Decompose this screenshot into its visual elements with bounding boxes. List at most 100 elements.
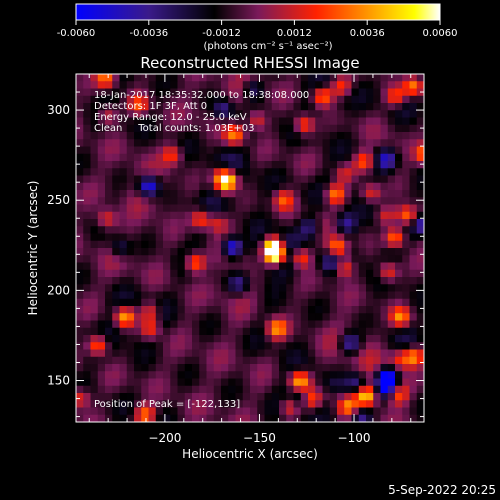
heatmap-cell: [380, 182, 389, 191]
heatmap-cell: [242, 211, 251, 220]
heatmap-cell: [358, 211, 367, 220]
heatmap-cell: [235, 414, 244, 423]
heatmap-cell: [221, 124, 229, 133]
heatmap-cell: [373, 153, 381, 162]
heatmap-cell: [228, 95, 236, 104]
heatmap-cell: [308, 277, 316, 285]
heatmap-cell: [134, 88, 142, 97]
heatmap-cell: [308, 371, 316, 379]
heatmap-cell: [177, 117, 186, 126]
heatmap-cell: [213, 74, 222, 82]
heatmap-cell: [300, 335, 309, 343]
heatmap-cell: [366, 306, 374, 314]
heatmap-cell: [409, 255, 418, 263]
heatmap-cell: [199, 175, 207, 184]
heatmap-cell: [134, 414, 142, 423]
heatmap-cell: [315, 320, 323, 329]
heatmap-cell: [83, 400, 91, 408]
heatmap-cell: [293, 364, 302, 372]
heatmap-cell: [228, 313, 236, 321]
heatmap-cell: [395, 204, 403, 213]
heatmap-cell: [257, 95, 265, 104]
heatmap-cell: [300, 88, 309, 97]
heatmap-cell: [395, 233, 403, 242]
heatmap-cell: [206, 320, 215, 329]
heatmap-cell: [380, 219, 389, 227]
heatmap-cell: [308, 219, 316, 227]
heatmap-cell: [409, 313, 418, 321]
heatmap-cell: [97, 284, 106, 292]
heatmap-cell: [344, 95, 352, 104]
heatmap-cell: [105, 233, 113, 242]
heatmap-cell: [76, 182, 84, 191]
heatmap-cell: [119, 211, 128, 220]
heatmap-cell: [300, 284, 309, 292]
heatmap-cell: [387, 204, 396, 213]
heatmap-cell: [308, 161, 316, 169]
heatmap-cell: [395, 248, 403, 256]
heatmap-cell: [228, 88, 236, 97]
heatmap-cell: [76, 269, 84, 278]
heatmap-cell: [141, 356, 149, 365]
heatmap-cell: [235, 371, 244, 379]
heatmap-cell: [206, 153, 215, 162]
heatmap-cell: [264, 335, 273, 343]
heatmap-cell: [380, 349, 389, 358]
heatmap-cell: [112, 211, 120, 220]
heatmap-cell: [351, 197, 360, 205]
heatmap-cell: [242, 233, 251, 242]
colorbar-tick-label: 0.0060: [423, 28, 458, 39]
heatmap-cell: [163, 298, 171, 307]
heatmap-cell: [192, 414, 200, 423]
heatmap-cell: [163, 335, 171, 343]
heatmap-cell: [235, 175, 244, 184]
heatmap-cell: [264, 190, 273, 198]
heatmap-cell: [271, 226, 280, 234]
heatmap-cell: [380, 269, 389, 278]
heatmap-cell: [76, 226, 84, 234]
heatmap-cell: [344, 313, 352, 321]
heatmap-cell: [184, 364, 193, 372]
heatmap-cell: [170, 320, 178, 329]
heatmap-cell: [308, 385, 316, 394]
heatmap-cell: [105, 349, 113, 358]
heatmap-cell: [83, 103, 91, 111]
heatmap-cell: [199, 190, 207, 198]
heatmap-cell: [155, 146, 164, 155]
heatmap-cell: [322, 277, 331, 285]
heatmap-cell: [250, 414, 258, 423]
heatmap-cell: [163, 269, 171, 278]
heatmap-cell: [170, 74, 178, 82]
heatmap-cell: [358, 103, 367, 111]
heatmap-cell: [97, 88, 106, 97]
heatmap-cell: [199, 269, 207, 278]
heatmap-cell: [235, 313, 244, 321]
heatmap-cell: [337, 240, 345, 249]
heatmap-cell: [308, 240, 316, 249]
heatmap-cell: [97, 117, 106, 126]
heatmap-cell: [293, 262, 302, 271]
heatmap-cell: [90, 175, 99, 184]
heatmap-cell: [97, 407, 106, 416]
heatmap-cell: [257, 306, 265, 314]
heatmap-cell: [148, 132, 157, 140]
heatmap-cell: [148, 204, 157, 213]
heatmap-cell: [250, 110, 258, 118]
heatmap-cell: [170, 284, 178, 292]
heatmap-cell: [184, 95, 193, 104]
heatmap-cell: [199, 385, 207, 394]
heatmap-cell: [148, 146, 157, 155]
heatmap-cell: [271, 277, 280, 285]
heatmap-cell: [366, 320, 374, 329]
heatmap-cell: [416, 371, 425, 379]
heatmap-cell: [322, 255, 331, 263]
heatmap-cell: [134, 81, 142, 89]
heatmap-cell: [112, 306, 120, 314]
heatmap-cell: [177, 364, 186, 372]
heatmap-cell: [271, 327, 280, 336]
heatmap-cell: [329, 204, 338, 213]
heatmap-cell: [228, 219, 236, 227]
heatmap-cell: [315, 132, 323, 140]
heatmap-cell: [83, 110, 91, 118]
heatmap-cell: [416, 168, 425, 176]
